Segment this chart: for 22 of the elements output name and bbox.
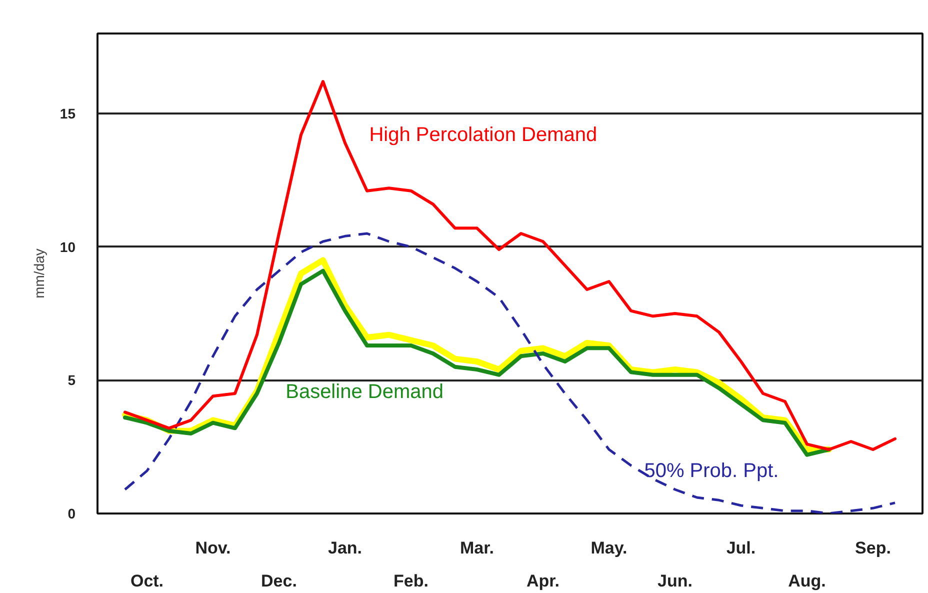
y-axis-title: mm/day: [30, 248, 47, 298]
x-tick-label: Jul.: [726, 538, 756, 558]
series-label: 50% Prob. Ppt.: [644, 460, 779, 482]
x-tick-label: Jun.: [658, 572, 692, 590]
x-tick-label: Apr.: [526, 572, 560, 590]
x-tick-label: Mar.: [460, 538, 494, 558]
y-tick-label: 5: [68, 372, 76, 388]
x-tick-label: Feb.: [394, 572, 428, 590]
x-tick-label: Aug.: [788, 572, 826, 590]
line-series: [124, 80, 896, 451]
y-tick-label: 0: [68, 506, 76, 522]
y-tick-label: 10: [60, 238, 76, 255]
y-tick-label: 15: [60, 106, 76, 122]
x-tick-label: May.: [590, 538, 628, 558]
series-label: High Percolation Demand: [369, 124, 598, 146]
x-tick-label: Jan.: [328, 538, 362, 558]
x-tick-label: Oct.: [130, 572, 164, 590]
x-tick-label: Nov.: [195, 538, 231, 558]
x-tick-label: Sep.: [855, 538, 891, 558]
line-series: [124, 232, 896, 514]
x-tick-label: Dec.: [261, 572, 297, 590]
series-label: Baseline Demand: [286, 381, 444, 404]
